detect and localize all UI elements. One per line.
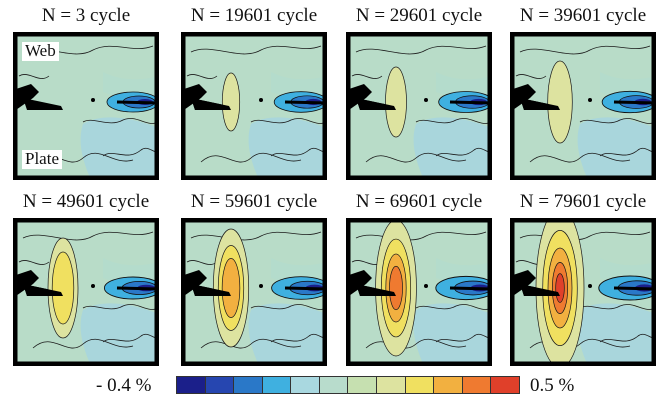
colorbar-cell xyxy=(291,377,320,393)
panel-title: N = 29601 cycle xyxy=(355,5,483,26)
strain-colorbar xyxy=(176,376,520,394)
contour-panel xyxy=(510,32,656,180)
panel-title: N = 79601 cycle xyxy=(519,191,647,212)
panel-title: N = 39601 cycle xyxy=(519,5,647,26)
colorbar-cell xyxy=(377,377,406,393)
contour-panel xyxy=(346,32,492,180)
colorbar-cell xyxy=(319,377,349,393)
contour-panel xyxy=(13,218,159,366)
contour-panel xyxy=(181,32,327,180)
contour-panel xyxy=(181,218,327,366)
colorbar-cell xyxy=(234,377,263,393)
web-label: Web xyxy=(22,41,59,61)
panel-title: N = 69601 cycle xyxy=(355,191,483,212)
colorbar-cell xyxy=(348,377,378,393)
panel-title: N = 49601 cycle xyxy=(22,191,150,212)
contour-panel xyxy=(346,218,492,366)
colorbar-cell xyxy=(177,377,206,393)
colorbar-cell xyxy=(205,377,235,393)
colorbar-cell xyxy=(434,377,463,393)
colorbar-cell xyxy=(491,377,519,393)
colorbar-cell xyxy=(462,377,492,393)
plate-label: Plate xyxy=(22,149,62,169)
panel-title: N = 19601 cycle xyxy=(190,5,318,26)
contour-panel xyxy=(510,218,656,366)
colorbar-cell xyxy=(262,377,292,393)
panel-title: N = 59601 cycle xyxy=(190,191,318,212)
colorbar-min-label: - 0.4 % xyxy=(96,375,152,396)
colorbar-max-label: 0.5 % xyxy=(530,375,575,396)
colorbar-cell xyxy=(405,377,435,393)
panel-title: N = 3 cycle xyxy=(41,5,131,26)
